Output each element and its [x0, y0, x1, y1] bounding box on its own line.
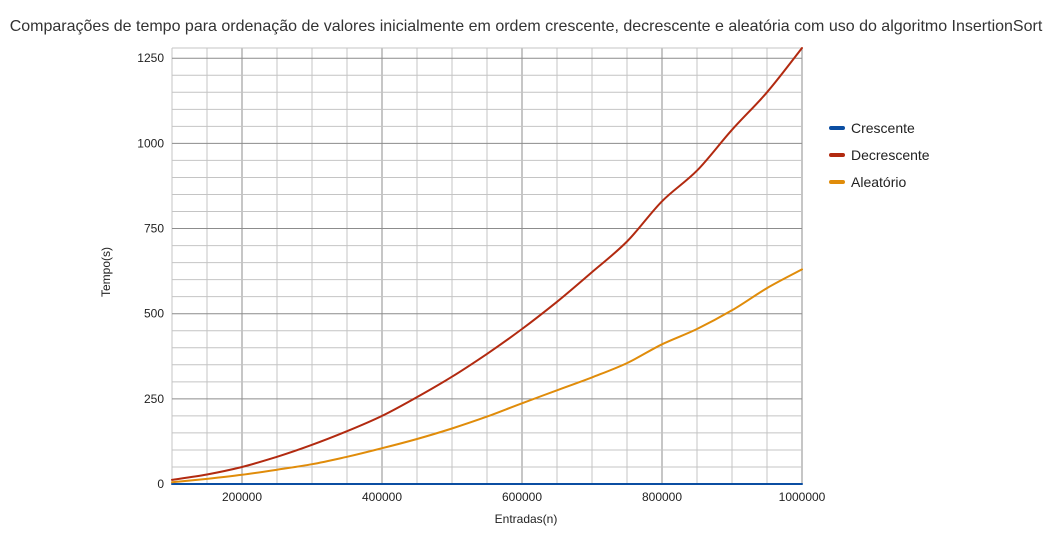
- series-line-decrescente: [171, 47, 803, 481]
- grid: [171, 47, 803, 485]
- legend: Crescente Decrescente Aleatório: [829, 120, 930, 190]
- chart-title: Comparações de tempo para ordenação de v…: [10, 18, 1043, 35]
- y-tick-label: 750: [144, 222, 164, 236]
- legend-label-crescente: Crescente: [851, 120, 915, 136]
- x-tick-label: 200000: [222, 490, 262, 504]
- y-tick-label: 250: [144, 392, 164, 406]
- legend-label-aleatorio: Aleatório: [851, 174, 906, 190]
- series-lines: [171, 47, 803, 485]
- y-axis-title: Tempo(s): [99, 247, 113, 297]
- y-tick-label: 0: [157, 477, 164, 491]
- y-tick-label: 500: [144, 307, 164, 321]
- x-tick-label: 400000: [362, 490, 402, 504]
- x-axis-title: Entradas(n): [495, 512, 558, 526]
- series-line-aleatorio: [171, 268, 803, 484]
- tick-labels: 200000 400000 600000 800000 1000000 0 250 500 75…: [137, 51, 825, 504]
- legend-label-decrescente: Decrescente: [851, 147, 930, 163]
- y-tick-label: 1250: [137, 51, 164, 65]
- y-tick-label: 1000: [137, 136, 164, 150]
- x-tick-label: 1000000: [779, 490, 826, 504]
- x-tick-label: 800000: [642, 490, 682, 504]
- x-tick-label: 600000: [502, 490, 542, 504]
